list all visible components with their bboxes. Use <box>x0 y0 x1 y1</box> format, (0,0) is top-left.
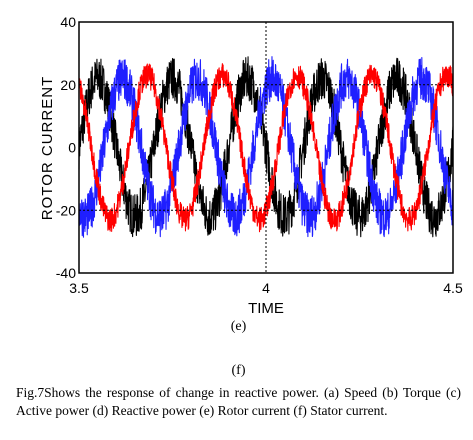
subfigure-label-f: (f) <box>231 363 246 378</box>
y-tick-label: -20 <box>56 202 76 218</box>
figure-caption: Fig.7Shows the response of change in rea… <box>16 385 461 418</box>
x-tick-label: 4 <box>262 280 270 296</box>
tick-layer: 3.5 4 4.5 40 20 0 -20 -40 <box>56 14 463 296</box>
y-tick-label: 0 <box>68 140 76 156</box>
y-tick-label: -40 <box>56 265 76 281</box>
grid-layer <box>79 22 453 273</box>
subfigure-label-e: (e) <box>230 319 247 334</box>
y-tick-label: 40 <box>60 14 76 30</box>
plot-frame <box>78 21 454 274</box>
x-axis-title: TIME <box>248 300 284 317</box>
x-tick-label: 3.5 <box>69 280 89 296</box>
y-tick-label: 20 <box>60 77 76 93</box>
y-axis-title: ROTOR CURRENT <box>39 76 56 220</box>
series-line-3 <box>78 63 454 233</box>
x-tick-label: 4.5 <box>443 280 463 296</box>
